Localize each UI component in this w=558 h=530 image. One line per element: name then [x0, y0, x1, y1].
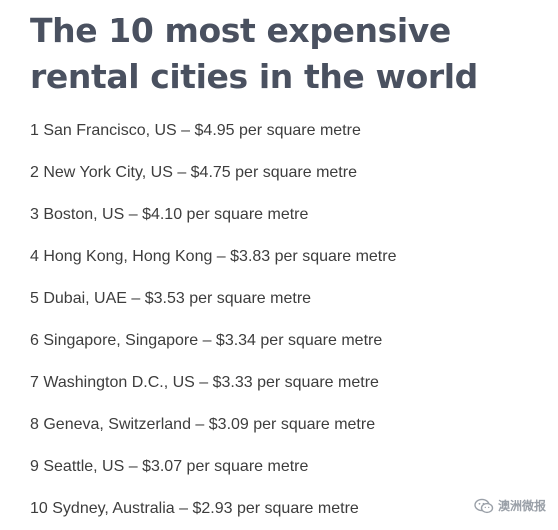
wechat-icon: [474, 498, 494, 514]
list-item: 5 Dubai, UAE – $3.53 per square metre: [30, 290, 312, 307]
list-item: 10 Sydney, Australia – $2.93 per square …: [30, 500, 359, 517]
list-item: 4 Hong Kong, Hong Kong – $3.83 per squar…: [30, 248, 397, 265]
watermark-text: 澳洲微报: [497, 499, 546, 513]
list-item: 1 San Francisco, US – $4.95 per square m…: [30, 122, 361, 139]
list-item: 3 Boston, US – $4.10 per square metre: [30, 206, 309, 223]
list-item: 6 Singapore, Singapore – $3.34 per squar…: [30, 332, 383, 349]
list-item: 8 Geneva, Switzerland – $3.09 per square…: [30, 416, 376, 433]
article-title: The 10 most expensive rental cities in t…: [30, 11, 478, 96]
watermark: 澳洲微报: [474, 497, 546, 514]
article: The 10 most expensive rental cities in t…: [30, 8, 550, 100]
list-item: 7 Washington D.C., US – $3.33 per square…: [30, 374, 379, 391]
list-item: 9 Seattle, US – $3.07 per square metre: [30, 458, 309, 475]
ranking-list: 1 San Francisco, US – $4.95 per square m…: [30, 110, 396, 530]
list-item: 2 New York City, US – $4.75 per square m…: [30, 164, 357, 181]
